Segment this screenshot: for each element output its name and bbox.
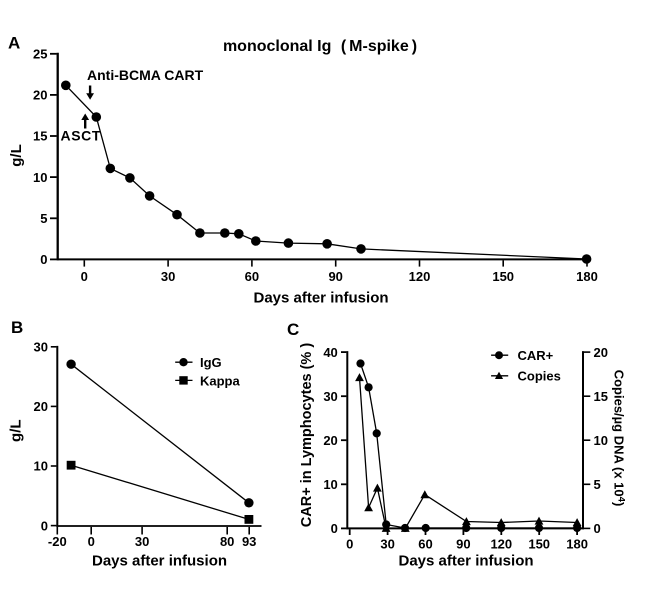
svg-text:30: 30 (161, 269, 175, 284)
svg-text:ASCT: ASCT (61, 128, 102, 144)
svg-text:120: 120 (490, 536, 512, 551)
svg-text:Kappa: Kappa (200, 373, 241, 388)
svg-text:Days after infusion: Days after infusion (92, 553, 227, 570)
svg-text:20: 20 (323, 433, 337, 448)
svg-text:Copies: Copies (518, 369, 561, 384)
svg-text:150: 150 (528, 536, 550, 551)
svg-text:0: 0 (41, 518, 48, 533)
svg-text:10: 10 (323, 477, 337, 492)
svg-text:60: 60 (245, 269, 259, 284)
svg-text:CAR+ in Lymphocytes (% ): CAR+ in Lymphocytes (% ) (299, 343, 315, 528)
svg-text:Copies/µg DNA (x 104): Copies/µg DNA (x 104) (612, 370, 627, 507)
svg-text:25: 25 (33, 46, 47, 61)
svg-text:93: 93 (242, 534, 256, 549)
svg-text:20: 20 (34, 399, 48, 414)
svg-text:A: A (8, 34, 20, 53)
svg-text:-20: -20 (48, 534, 67, 549)
svg-text:0: 0 (594, 521, 601, 536)
svg-text:60: 60 (418, 536, 432, 551)
svg-text:0: 0 (88, 534, 95, 549)
svg-text:30: 30 (323, 389, 337, 404)
svg-text:Anti-BCMA CART: Anti-BCMA CART (87, 67, 204, 83)
svg-text:IgG: IgG (200, 355, 222, 370)
svg-text:20: 20 (33, 88, 47, 103)
svg-text:150: 150 (492, 269, 514, 284)
svg-text:C: C (287, 320, 299, 339)
svg-text:0: 0 (331, 521, 338, 536)
svg-text:Days after infusion: Days after infusion (398, 553, 533, 570)
svg-text:5: 5 (594, 477, 601, 492)
svg-text:40: 40 (323, 345, 337, 360)
svg-text:30: 30 (34, 339, 48, 354)
svg-text:5: 5 (40, 211, 47, 226)
svg-text:120: 120 (409, 269, 431, 284)
svg-text:80: 80 (220, 534, 234, 549)
svg-text:30: 30 (380, 536, 394, 551)
svg-text:30: 30 (135, 534, 149, 549)
svg-text:15: 15 (594, 389, 608, 404)
svg-text:g/L: g/L (8, 144, 25, 167)
svg-text:90: 90 (456, 536, 470, 551)
svg-text:0: 0 (40, 252, 47, 267)
svg-text:20: 20 (594, 345, 608, 360)
svg-text:CAR+: CAR+ (518, 348, 554, 363)
svg-text:0: 0 (346, 536, 353, 551)
svg-text:monoclonal Ig (M-spike): monoclonal Ig (M-spike) (223, 38, 417, 55)
svg-text:0: 0 (81, 269, 88, 284)
svg-text:10: 10 (33, 170, 47, 185)
svg-text:10: 10 (34, 459, 48, 474)
svg-text:g/L: g/L (8, 419, 25, 442)
svg-text:Days after infusion: Days after infusion (253, 290, 388, 307)
svg-text:90: 90 (328, 269, 342, 284)
svg-text:10: 10 (594, 433, 608, 448)
svg-text:180: 180 (566, 536, 588, 551)
svg-text:B: B (11, 318, 23, 337)
svg-text:180: 180 (576, 269, 598, 284)
svg-text:15: 15 (33, 129, 47, 144)
